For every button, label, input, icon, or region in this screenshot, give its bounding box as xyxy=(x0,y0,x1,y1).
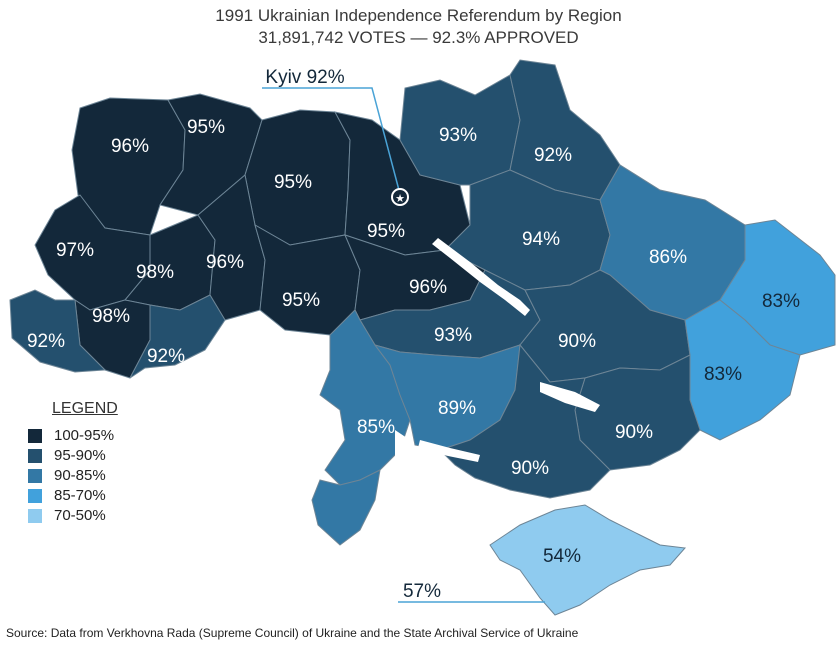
dnipro-reservoir xyxy=(432,238,530,316)
legend-label: 90-85% xyxy=(54,467,106,484)
legend-swatch xyxy=(28,448,42,463)
legend-label: 85-70% xyxy=(54,487,106,504)
region-label: 96% xyxy=(206,252,244,273)
region-label: 93% xyxy=(434,325,472,346)
legend-item: 100-95% xyxy=(28,427,114,444)
dnipro-estuary xyxy=(418,440,480,462)
kakhovka-reservoir xyxy=(540,382,600,412)
region-label: 95% xyxy=(367,221,405,242)
region-label: 92% xyxy=(27,331,65,352)
region-labels-group: 96% 95% 95% 93% 92% 97% 98% 96% 95% 94% … xyxy=(27,67,800,602)
region-label: 94% xyxy=(522,229,560,250)
region-label: 83% xyxy=(762,291,800,312)
region-label: 98% xyxy=(136,262,174,283)
kyiv-marker: ★ xyxy=(391,188,409,206)
region-label: 92% xyxy=(147,346,185,367)
legend-item: 95-90% xyxy=(28,447,106,464)
region-crimea xyxy=(489,504,687,616)
kyiv-star-icon: ★ xyxy=(395,192,405,205)
region-label: 95% xyxy=(282,290,320,311)
region-label: 90% xyxy=(511,458,549,479)
legend-item: 85-70% xyxy=(28,487,106,504)
map-title: 1991 Ukrainian Independence Referendum b… xyxy=(215,6,622,25)
legend-item: 70-50% xyxy=(28,507,106,524)
legend-swatch xyxy=(28,508,42,523)
region-label: 90% xyxy=(615,422,653,443)
region-label: 96% xyxy=(111,136,149,157)
map-subtitle: 31,891,742 VOTES — 92.3% APPROVED xyxy=(258,28,579,47)
region-label: 85% xyxy=(357,417,395,438)
region-label: 92% xyxy=(534,145,572,166)
region-label: 97% xyxy=(56,240,94,261)
region-label: 86% xyxy=(649,247,687,268)
region-odesa-south xyxy=(311,469,381,546)
water-features xyxy=(395,238,600,470)
legend-swatch xyxy=(28,468,42,483)
region-vinnytsia xyxy=(254,223,361,336)
kyiv-callout-line xyxy=(262,87,401,195)
kyiv-callout-label: Kyiv 92% xyxy=(265,67,344,88)
callout-lines xyxy=(262,87,545,603)
region-label: 54% xyxy=(543,546,581,567)
odesa-estuary xyxy=(395,430,410,470)
region-label: 95% xyxy=(274,172,312,193)
region-label: 89% xyxy=(438,398,476,419)
legend-label: 70-50% xyxy=(54,507,106,524)
region-label: 90% xyxy=(558,331,596,352)
region-label: 93% xyxy=(439,125,477,146)
region-chernivtsi xyxy=(129,294,226,379)
legend-title: LEGEND xyxy=(52,400,118,417)
region-label: 98% xyxy=(92,306,130,327)
legend-item: 90-85% xyxy=(28,467,106,484)
legend-swatch xyxy=(28,428,42,443)
kyiv-marker-circle xyxy=(391,188,409,206)
source-note: Source: Data from Verkhovna Rada (Suprem… xyxy=(6,626,579,640)
region-label: 83% xyxy=(704,364,742,385)
legend-label: 100-95% xyxy=(54,427,115,444)
sevastopol-callout-label: 57% xyxy=(403,581,441,602)
region-label: 96% xyxy=(409,277,447,298)
region-label: 95% xyxy=(187,117,225,138)
region-kherson xyxy=(439,343,611,499)
region-zakarpattia xyxy=(9,289,107,373)
legend-label: 95-90% xyxy=(54,447,106,464)
legend-swatch xyxy=(28,488,42,503)
regions-group xyxy=(9,59,836,616)
